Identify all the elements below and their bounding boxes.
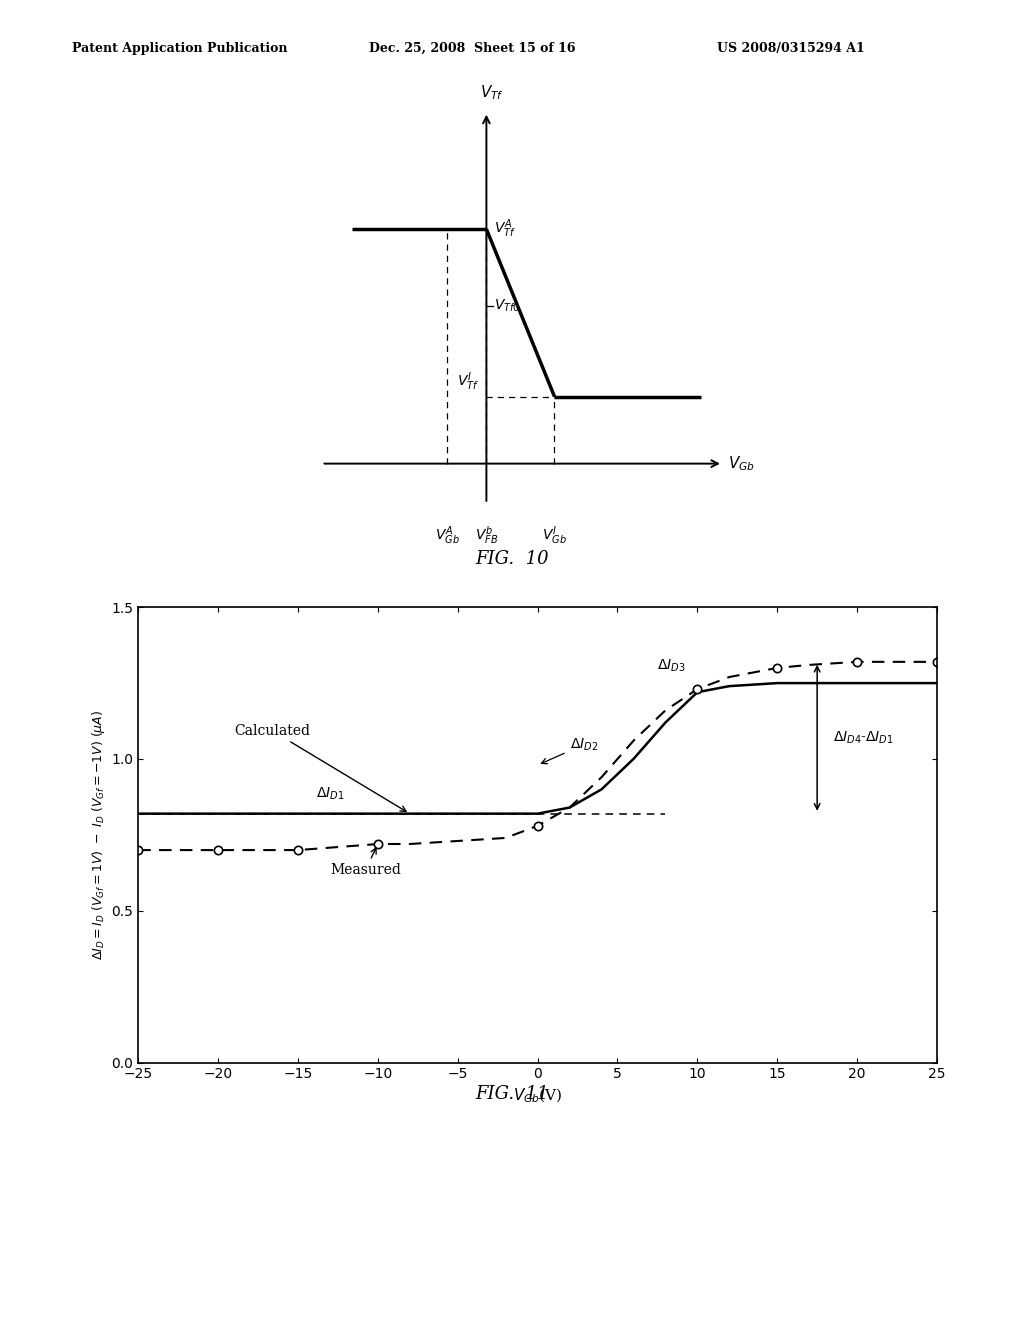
Text: $\Delta I_{D2}$: $\Delta I_{D2}$ [542, 737, 598, 764]
Text: $\Delta I_{D1}$: $\Delta I_{D1}$ [315, 785, 344, 801]
Text: FIG.  10: FIG. 10 [475, 550, 549, 569]
Text: $V_{Gb}^I$: $V_{Gb}^I$ [542, 524, 567, 546]
Text: $V_{Tf}^A$: $V_{Tf}^A$ [494, 218, 516, 240]
X-axis label: $V_{Gb}$(V): $V_{Gb}$(V) [513, 1086, 562, 1105]
Text: US 2008/0315294 A1: US 2008/0315294 A1 [717, 42, 864, 55]
Text: $V_{Tf0}$: $V_{Tf0}$ [494, 298, 520, 314]
Text: $V_{Tf}^I$: $V_{Tf}^I$ [457, 371, 479, 393]
Text: $\Delta I_{D4}$-$\Delta I_{D1}$: $\Delta I_{D4}$-$\Delta I_{D1}$ [834, 730, 894, 746]
Text: $\Delta I_{D3}$: $\Delta I_{D3}$ [657, 657, 686, 675]
Text: Measured: Measured [330, 847, 400, 878]
Text: $V_{Gb}$: $V_{Gb}$ [728, 454, 756, 473]
Text: Dec. 25, 2008  Sheet 15 of 16: Dec. 25, 2008 Sheet 15 of 16 [369, 42, 575, 55]
Text: FIG.  11: FIG. 11 [475, 1085, 549, 1104]
Text: Patent Application Publication: Patent Application Publication [72, 42, 287, 55]
Text: $V_{Gb}^A$: $V_{Gb}^A$ [434, 524, 460, 546]
Text: $V_{FB}^b$: $V_{FB}^b$ [475, 524, 498, 546]
Text: $V_{Tf}$: $V_{Tf}$ [480, 83, 504, 102]
Text: Calculated: Calculated [234, 723, 407, 812]
Y-axis label: $\Delta I_D = I_D\ (V_{Gf}{=}1V)\ -\ I_D\ (V_{Gf}{=}{-}1V)\ (\mu A)$: $\Delta I_D = I_D\ (V_{Gf}{=}1V)\ -\ I_D… [90, 710, 108, 960]
